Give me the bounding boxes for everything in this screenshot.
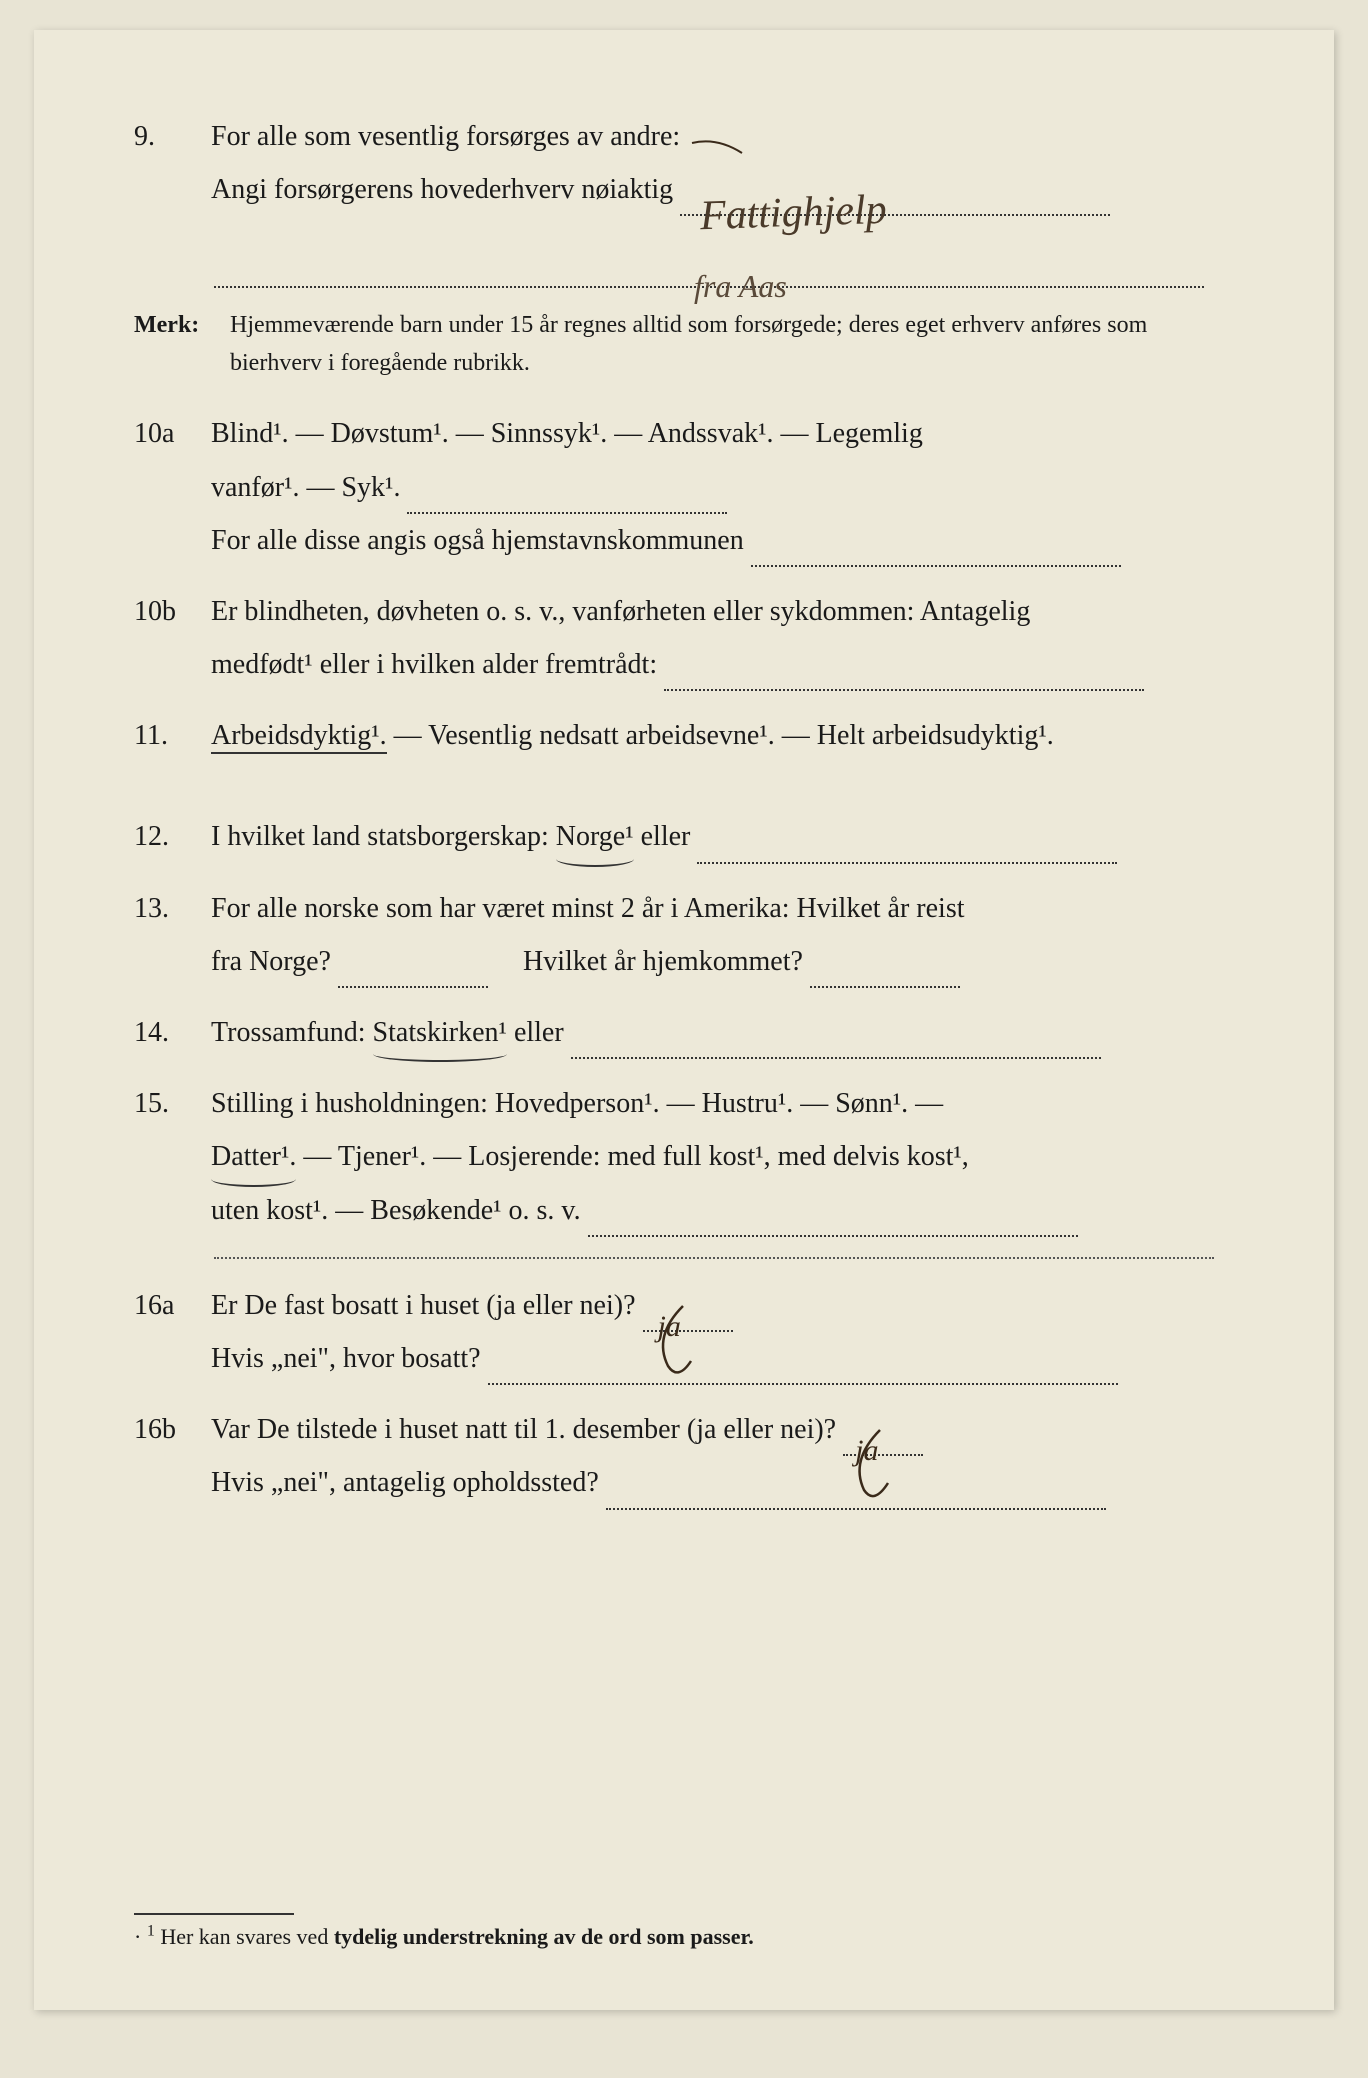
footnote: · 1 Her kan svares ved tydelig understre… bbox=[134, 1913, 754, 1950]
q16b-text: Var De tilstede i huset natt til 1. dese… bbox=[211, 1414, 836, 1445]
q14-blank bbox=[571, 1033, 1101, 1059]
q9-line2: Angi forsørgerens hovederhverv nøiaktig bbox=[211, 174, 673, 205]
q13-text2a: fra Norge? bbox=[211, 946, 331, 977]
question-13: 13. For alle norske som har været minst … bbox=[134, 882, 1244, 988]
q9-answer-line2: fra Aas bbox=[214, 262, 1204, 288]
question-16a: 16a Er De fast bosatt i huset (ja eller … bbox=[134, 1279, 1244, 1385]
merk-text: Hjemmeværende barn under 15 år regnes al… bbox=[230, 306, 1210, 383]
q16a-blank bbox=[488, 1359, 1118, 1385]
question-14: 14. Trossamfund: Statskirken¹ eller bbox=[134, 1006, 1244, 1059]
bracket-mark bbox=[687, 135, 747, 175]
q11-content: Arbeidsdyktig¹. — Vesentlig nedsatt arbe… bbox=[211, 709, 1211, 762]
merk-label: Merk: bbox=[134, 306, 224, 344]
q15-rest: — Tjener¹. — Losjerende: med full kost¹,… bbox=[296, 1141, 968, 1172]
q12-blank bbox=[697, 838, 1117, 864]
q10a-blank bbox=[407, 488, 727, 514]
form-page: 9. For alle som vesentlig forsørges av a… bbox=[34, 30, 1334, 2010]
q9-answer-line1: Fattighjelp bbox=[680, 190, 1110, 216]
q11-number: 11. bbox=[134, 709, 204, 762]
q13-text2b: Hvilket år hjemkommet? bbox=[523, 946, 803, 977]
q15-number: 15. bbox=[134, 1077, 204, 1130]
q10a-blank2 bbox=[751, 541, 1121, 567]
q15-opt: Datter¹. bbox=[211, 1130, 296, 1183]
q14-text: Trossamfund: bbox=[211, 1017, 373, 1048]
signature-loop-16a bbox=[643, 1301, 713, 1391]
q12-number: 12. bbox=[134, 810, 204, 863]
q13-number: 13. bbox=[134, 882, 204, 935]
q13-blank1 bbox=[338, 962, 488, 988]
q12-rest: eller bbox=[634, 821, 691, 852]
q10a-content: Blind¹. — Døvstum¹. — Sinnssyk¹. — Andss… bbox=[211, 407, 1211, 567]
q11-rest: — Vesentlig nedsatt arbeidsevne¹. — Helt… bbox=[387, 720, 1054, 751]
q10a-opts: Blind¹. — Døvstum¹. — Sinnssyk¹. — Andss… bbox=[211, 418, 923, 449]
q9-handwritten2: fra Aas bbox=[694, 256, 787, 317]
q16b-text2: Hvis „nei", antagelig opholdssted? bbox=[211, 1467, 599, 1498]
q12-opt: Norge¹ bbox=[556, 810, 634, 863]
q9-line1: For alle som vesentlig forsørges av andr… bbox=[211, 121, 680, 152]
question-9: 9. For alle som vesentlig forsørges av a… bbox=[134, 110, 1244, 216]
q10b-content: Er blindheten, døvheten o. s. v., vanfør… bbox=[211, 585, 1211, 691]
q14-opt: Statskirken¹ bbox=[373, 1006, 507, 1059]
q10b-number: 10b bbox=[134, 585, 204, 638]
question-15: 15. Stilling i husholdningen: Hovedperso… bbox=[134, 1077, 1244, 1237]
q14-number: 14. bbox=[134, 1006, 204, 1059]
q15-text: Stilling i husholdningen: Hovedperson¹. … bbox=[211, 1088, 943, 1119]
divider bbox=[214, 1257, 1214, 1259]
q12-text: I hvilket land statsborgerskap: bbox=[211, 821, 556, 852]
q10a-opts2: vanfør¹. — Syk¹. bbox=[211, 472, 400, 503]
footnote-rule bbox=[134, 1913, 294, 1915]
q16a-answer: ja bbox=[643, 1306, 733, 1332]
q10b-text2: medfødt¹ eller i hvilken alder fremtrådt… bbox=[211, 649, 657, 680]
q10b-text: Er blindheten, døvheten o. s. v., vanfør… bbox=[211, 596, 1030, 627]
q13-blank2 bbox=[810, 962, 960, 988]
q13-content: For alle norske som har været minst 2 år… bbox=[211, 882, 1211, 988]
q9-number: 9. bbox=[134, 110, 204, 163]
footnote-text: · 1 Her kan svares ved tydelig understre… bbox=[134, 1924, 754, 1949]
q10a-line3: For alle disse angis også hjemstavnskomm… bbox=[211, 525, 744, 556]
q16a-text2: Hvis „nei", hvor bosatt? bbox=[211, 1343, 481, 1374]
q12-content: I hvilket land statsborgerskap: Norge¹ e… bbox=[211, 810, 1211, 863]
q9-content: For alle som vesentlig forsørges av andr… bbox=[211, 110, 1211, 216]
q14-rest: eller bbox=[507, 1017, 564, 1048]
merk-note: Merk: Hjemmeværende barn under 15 år reg… bbox=[134, 306, 1244, 383]
q11-opt1: Arbeidsdyktig¹. bbox=[211, 720, 387, 754]
question-12: 12. I hvilket land statsborgerskap: Norg… bbox=[134, 810, 1244, 863]
q9-handwritten1: Fattighjelp bbox=[699, 171, 888, 257]
q15-content: Stilling i husholdningen: Hovedperson¹. … bbox=[211, 1077, 1211, 1237]
signature-loop-16b bbox=[838, 1425, 908, 1515]
question-10a: 10a Blind¹. — Døvstum¹. — Sinnssyk¹. — A… bbox=[134, 407, 1244, 567]
question-11: 11. Arbeidsdyktig¹. — Vesentlig nedsatt … bbox=[134, 709, 1244, 762]
q16a-number: 16a bbox=[134, 1279, 204, 1332]
q16b-number: 16b bbox=[134, 1403, 204, 1456]
question-10b: 10b Er blindheten, døvheten o. s. v., va… bbox=[134, 585, 1244, 691]
q16a-content: Er De fast bosatt i huset (ja eller nei)… bbox=[211, 1279, 1211, 1385]
q10a-number: 10a bbox=[134, 407, 204, 460]
q13-text: For alle norske som har været minst 2 år… bbox=[211, 893, 965, 924]
q14-content: Trossamfund: Statskirken¹ eller bbox=[211, 1006, 1211, 1059]
question-16b: 16b Var De tilstede i huset natt til 1. … bbox=[134, 1403, 1244, 1509]
q15-line3: uten kost¹. — Besøkende¹ o. s. v. bbox=[211, 1195, 581, 1226]
q10b-blank bbox=[664, 665, 1144, 691]
q16a-text: Er De fast bosatt i huset (ja eller nei)… bbox=[211, 1290, 636, 1321]
q16b-content: Var De tilstede i huset natt til 1. dese… bbox=[211, 1403, 1211, 1509]
q15-blank bbox=[588, 1211, 1078, 1237]
q16b-answer: ja bbox=[843, 1430, 923, 1456]
